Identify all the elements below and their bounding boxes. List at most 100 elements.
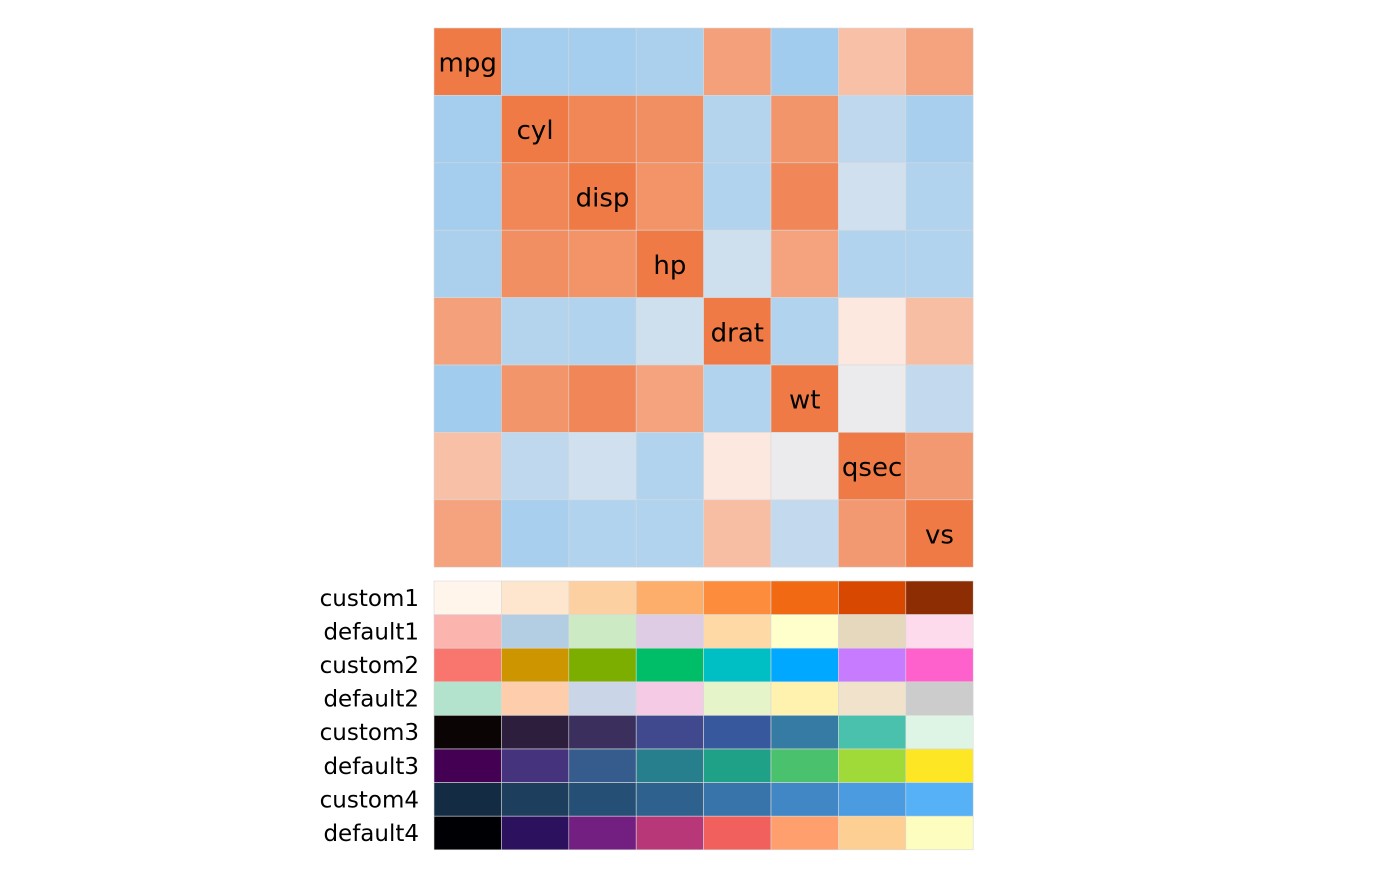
palette-swatch-default4-7 [838, 815, 907, 851]
heatmap-cell-wt-cyl [501, 364, 570, 433]
heatmap-cell-wt-qsec [838, 364, 907, 433]
heatmap-cell-hp-qsec [838, 229, 907, 298]
heatmap-cell-cyl-qsec [838, 95, 907, 164]
palette-swatch-custom2-5 [703, 647, 772, 683]
heatmap-cell-cyl-mpg [433, 95, 502, 164]
palette-swatch-default4-6 [770, 815, 839, 851]
palette-label-default2: default2 [323, 687, 419, 713]
palette-swatch-custom4-2 [501, 782, 570, 817]
heatmap-cell-hp-hp [635, 229, 704, 298]
heatmap-cell-disp-mpg [433, 162, 502, 231]
palette-swatch-default1-5 [703, 614, 772, 649]
heatmap-cell-drat-drat [703, 297, 772, 366]
palette-swatch-custom2-4 [635, 647, 704, 683]
palette-swatch-default3-2 [501, 748, 570, 783]
heatmap-cell-qsec-wt [770, 432, 839, 501]
heatmap-cell-qsec-drat [703, 432, 772, 501]
heatmap-label-vs: vs [925, 521, 954, 551]
heatmap-cell-cyl-drat [703, 95, 772, 164]
palette-swatch-default2-8 [905, 681, 974, 716]
heatmap-cell-qsec-hp [635, 432, 704, 501]
heatmap-cell-wt-hp [635, 364, 704, 433]
palette-swatch-default3-4 [635, 748, 704, 783]
heatmap-cell-mpg-qsec [838, 27, 907, 96]
palette-swatch-default4-8 [905, 815, 974, 851]
palette-label-custom2: custom2 [320, 653, 419, 679]
heatmap-cell-vs-drat [703, 499, 772, 568]
palette-swatch-custom4-6 [770, 782, 839, 817]
palette-label-custom4: custom4 [320, 787, 419, 813]
palette-swatch-custom1-7 [838, 580, 907, 615]
palette-label-default4: default4 [323, 821, 419, 847]
heatmap-cell-cyl-cyl [501, 95, 570, 164]
heatmap-cell-wt-vs [905, 364, 974, 433]
heatmap-cell-qsec-mpg [433, 432, 502, 501]
heatmap-label-cyl: cyl [517, 116, 554, 146]
palette-swatch-custom3-5 [703, 715, 772, 750]
palette-swatch-custom4-1 [433, 782, 502, 817]
heatmap-cell-mpg-drat [703, 27, 772, 96]
palette-swatch-default1-8 [905, 614, 974, 649]
palette-swatch-default2-5 [703, 681, 772, 716]
heatmap-cell-mpg-disp [568, 27, 637, 96]
heatmap-cell-qsec-cyl [501, 432, 570, 501]
palette-swatch-custom2-8 [905, 647, 974, 683]
heatmap-cell-hp-wt [770, 229, 839, 298]
heatmap-cell-drat-qsec [838, 297, 907, 366]
palette-swatch-custom3-2 [501, 715, 570, 750]
heatmap-cell-vs-hp [635, 499, 704, 568]
palette-swatch-custom1-6 [770, 580, 839, 615]
heatmap-cell-disp-wt [770, 162, 839, 231]
palette-swatch-default1-4 [635, 614, 704, 649]
heatmap-cell-cyl-vs [905, 95, 974, 164]
heatmap-cell-hp-drat [703, 229, 772, 298]
palette-swatches: custom1 default1 custom2 default2 custom3 def… [320, 580, 974, 851]
palette-swatch-default2-2 [501, 681, 570, 716]
heatmap-label-wt: wt [789, 386, 820, 416]
palette-swatch-default2-4 [635, 681, 704, 716]
palette-swatch-custom2-3 [568, 647, 637, 683]
palette-swatch-default2-7 [838, 681, 907, 716]
palette-swatch-default3-6 [770, 748, 839, 783]
palette-swatch-default4-4 [635, 815, 704, 851]
heatmap-cell-hp-cyl [501, 229, 570, 298]
palette-swatch-default4-1 [433, 815, 502, 851]
heatmap-cell-cyl-wt [770, 95, 839, 164]
heatmap-cell-cyl-hp [635, 95, 704, 164]
heatmap-cell-vs-disp [568, 499, 637, 568]
heatmap-cell-disp-qsec [838, 162, 907, 231]
heatmap-cell-cyl-disp [568, 95, 637, 164]
palette-swatch-custom4-7 [838, 782, 907, 817]
heatmap-cell-vs-wt [770, 499, 839, 568]
heatmap-cell-drat-wt [770, 297, 839, 366]
palette-swatch-default4-5 [703, 815, 772, 851]
heatmap-grid: mpg cyl disp hp drat wt qsec vs [433, 27, 974, 568]
heatmap-cell-wt-disp [568, 364, 637, 433]
palette-swatch-default3-5 [703, 748, 772, 783]
palette-swatch-custom1-4 [635, 580, 704, 615]
heatmap-label-mpg: mpg [439, 49, 497, 79]
heatmap-cell-mpg-mpg [433, 27, 502, 96]
palette-swatch-default1-3 [568, 614, 637, 649]
heatmap-cell-disp-drat [703, 162, 772, 231]
palette-swatch-custom4-4 [635, 782, 704, 817]
heatmap-cell-drat-cyl [501, 297, 570, 366]
palette-swatch-custom1-1 [433, 580, 502, 615]
palette-swatch-custom4-3 [568, 782, 637, 817]
heatmap-label-drat: drat [711, 318, 764, 348]
palette-swatch-default2-3 [568, 681, 637, 716]
heatmap-cell-wt-drat [703, 364, 772, 433]
palette-swatch-default3-3 [568, 748, 637, 783]
palette-label-custom3: custom3 [320, 720, 419, 746]
heatmap-cell-mpg-cyl [501, 27, 570, 96]
palette-swatch-default1-1 [433, 614, 502, 649]
heatmap-cell-qsec-disp [568, 432, 637, 501]
palette-swatch-default3-8 [905, 748, 974, 783]
heatmap-cell-disp-cyl [501, 162, 570, 231]
palette-swatch-default4-2 [501, 815, 570, 851]
heatmap-cell-mpg-hp [635, 27, 704, 96]
palette-label-default3: default3 [323, 754, 419, 780]
palette-swatch-custom2-7 [838, 647, 907, 683]
